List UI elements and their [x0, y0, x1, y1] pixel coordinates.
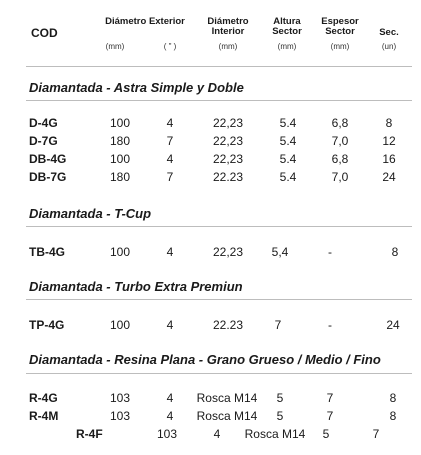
- row-outer-in: 7: [166, 170, 174, 184]
- header-outer-unit-in: ( " ): [163, 42, 177, 51]
- row-thickness: -: [328, 318, 332, 332]
- header-sec: Sec.: [379, 27, 399, 38]
- row-outer-mm: 100: [109, 152, 131, 166]
- row-inner: 22,23: [212, 134, 244, 148]
- row-inner: 22.23: [212, 318, 244, 332]
- header-sec-unit: (un): [381, 42, 397, 51]
- row-outer-mm: 100: [109, 116, 131, 130]
- row-inner: Rosca M14: [196, 391, 258, 405]
- row-thickness: 7,0: [331, 134, 349, 148]
- row-thickness: 7,0: [331, 170, 349, 184]
- row-cod: TP-4G: [29, 318, 65, 332]
- row-outer-mm: 180: [109, 134, 131, 148]
- row-outer-in: 7: [166, 134, 174, 148]
- row-inner: 22,23: [212, 152, 244, 166]
- header-sector-height-line2: Sector: [272, 26, 302, 37]
- header-sector-thickness-line1: Espesor: [321, 16, 359, 27]
- row-sec: 24: [382, 170, 396, 184]
- row-thickness: 7: [326, 391, 334, 405]
- row-inner: Rosca M14: [196, 409, 258, 423]
- row-outer-mm: 103: [109, 391, 131, 405]
- row-sec: 8: [389, 391, 397, 405]
- row-thickness: -: [328, 245, 332, 259]
- row-thickness: 7: [372, 427, 380, 441]
- row-outer-in: 4: [166, 152, 174, 166]
- header-cod: COD: [31, 26, 58, 40]
- row-height: 5.4: [279, 152, 297, 166]
- row-sec: 16: [382, 152, 396, 166]
- header-sector-thickness-line2: Sector: [325, 26, 355, 37]
- divider: [26, 66, 412, 67]
- row-outer-in: 4: [166, 318, 174, 332]
- section-title-resina: Diamantada - Resina Plana - Grano Grueso…: [29, 352, 381, 367]
- row-sec: 8: [391, 245, 399, 259]
- row-sec: 24: [386, 318, 400, 332]
- row-inner: 22,23: [212, 116, 244, 130]
- header-inner-diameter-line1: Diámetro: [207, 16, 249, 27]
- row-inner: 22,23: [212, 245, 244, 259]
- row-cod: DB-7G: [29, 170, 67, 184]
- row-height: 5: [276, 391, 284, 405]
- section-title-tcup: Diamantada - T-Cup: [29, 206, 152, 221]
- header-outer-unit-mm: (mm): [105, 42, 125, 51]
- row-thickness: 6,8: [331, 152, 349, 166]
- row-outer-in: 4: [166, 245, 174, 259]
- divider: [26, 373, 412, 374]
- row-sec: 8: [389, 409, 397, 423]
- row-cod: R-4G: [29, 391, 58, 405]
- row-thickness: 7: [326, 409, 334, 423]
- header-inner-unit: (mm): [218, 42, 238, 51]
- row-thickness: 6,8: [331, 116, 349, 130]
- row-sec: 12: [382, 134, 396, 148]
- divider: [26, 100, 412, 101]
- row-outer-mm: 103: [156, 427, 178, 441]
- row-height: 5,4: [271, 245, 289, 259]
- row-outer-mm: 180: [109, 170, 131, 184]
- header-sector-height-unit: (mm): [277, 42, 297, 51]
- row-outer-mm: 103: [109, 409, 131, 423]
- row-outer-in: 4: [166, 391, 174, 405]
- row-outer-in: 4: [166, 409, 174, 423]
- divider: [26, 226, 412, 227]
- row-inner: 22.23: [212, 170, 244, 184]
- row-height: 7: [274, 318, 282, 332]
- divider: [26, 299, 412, 300]
- header-sector-thickness-unit: (mm): [330, 42, 350, 51]
- row-cod: D-7G: [29, 134, 58, 148]
- row-outer-mm: 100: [109, 318, 131, 332]
- row-cod: TB-4G: [29, 245, 65, 259]
- row-inner: Rosca M14: [244, 427, 306, 441]
- header-outer-diameter: Diámetro Exterior: [105, 16, 185, 27]
- row-height: 5.4: [279, 134, 297, 148]
- header-sector-height-line1: Altura: [273, 16, 301, 27]
- row-outer-in: 4: [166, 116, 174, 130]
- row-height: 5.4: [279, 170, 297, 184]
- row-outer-in: 4: [213, 427, 221, 441]
- row-height: 5: [276, 409, 284, 423]
- row-outer-mm: 100: [109, 245, 131, 259]
- row-sec: 8: [385, 116, 393, 130]
- row-cod: D-4G: [29, 116, 58, 130]
- row-height: 5.4: [279, 116, 297, 130]
- section-title-astra: Diamantada - Astra Simple y Doble: [29, 80, 244, 95]
- section-title-turbo: Diamantada - Turbo Extra Premiun: [29, 279, 243, 294]
- header-inner-diameter-line2: Interior: [211, 26, 245, 37]
- row-cod: R-4M: [29, 409, 59, 423]
- row-height: 5: [322, 427, 330, 441]
- row-cod: DB-4G: [29, 152, 67, 166]
- row-cod: R-4F: [76, 427, 103, 441]
